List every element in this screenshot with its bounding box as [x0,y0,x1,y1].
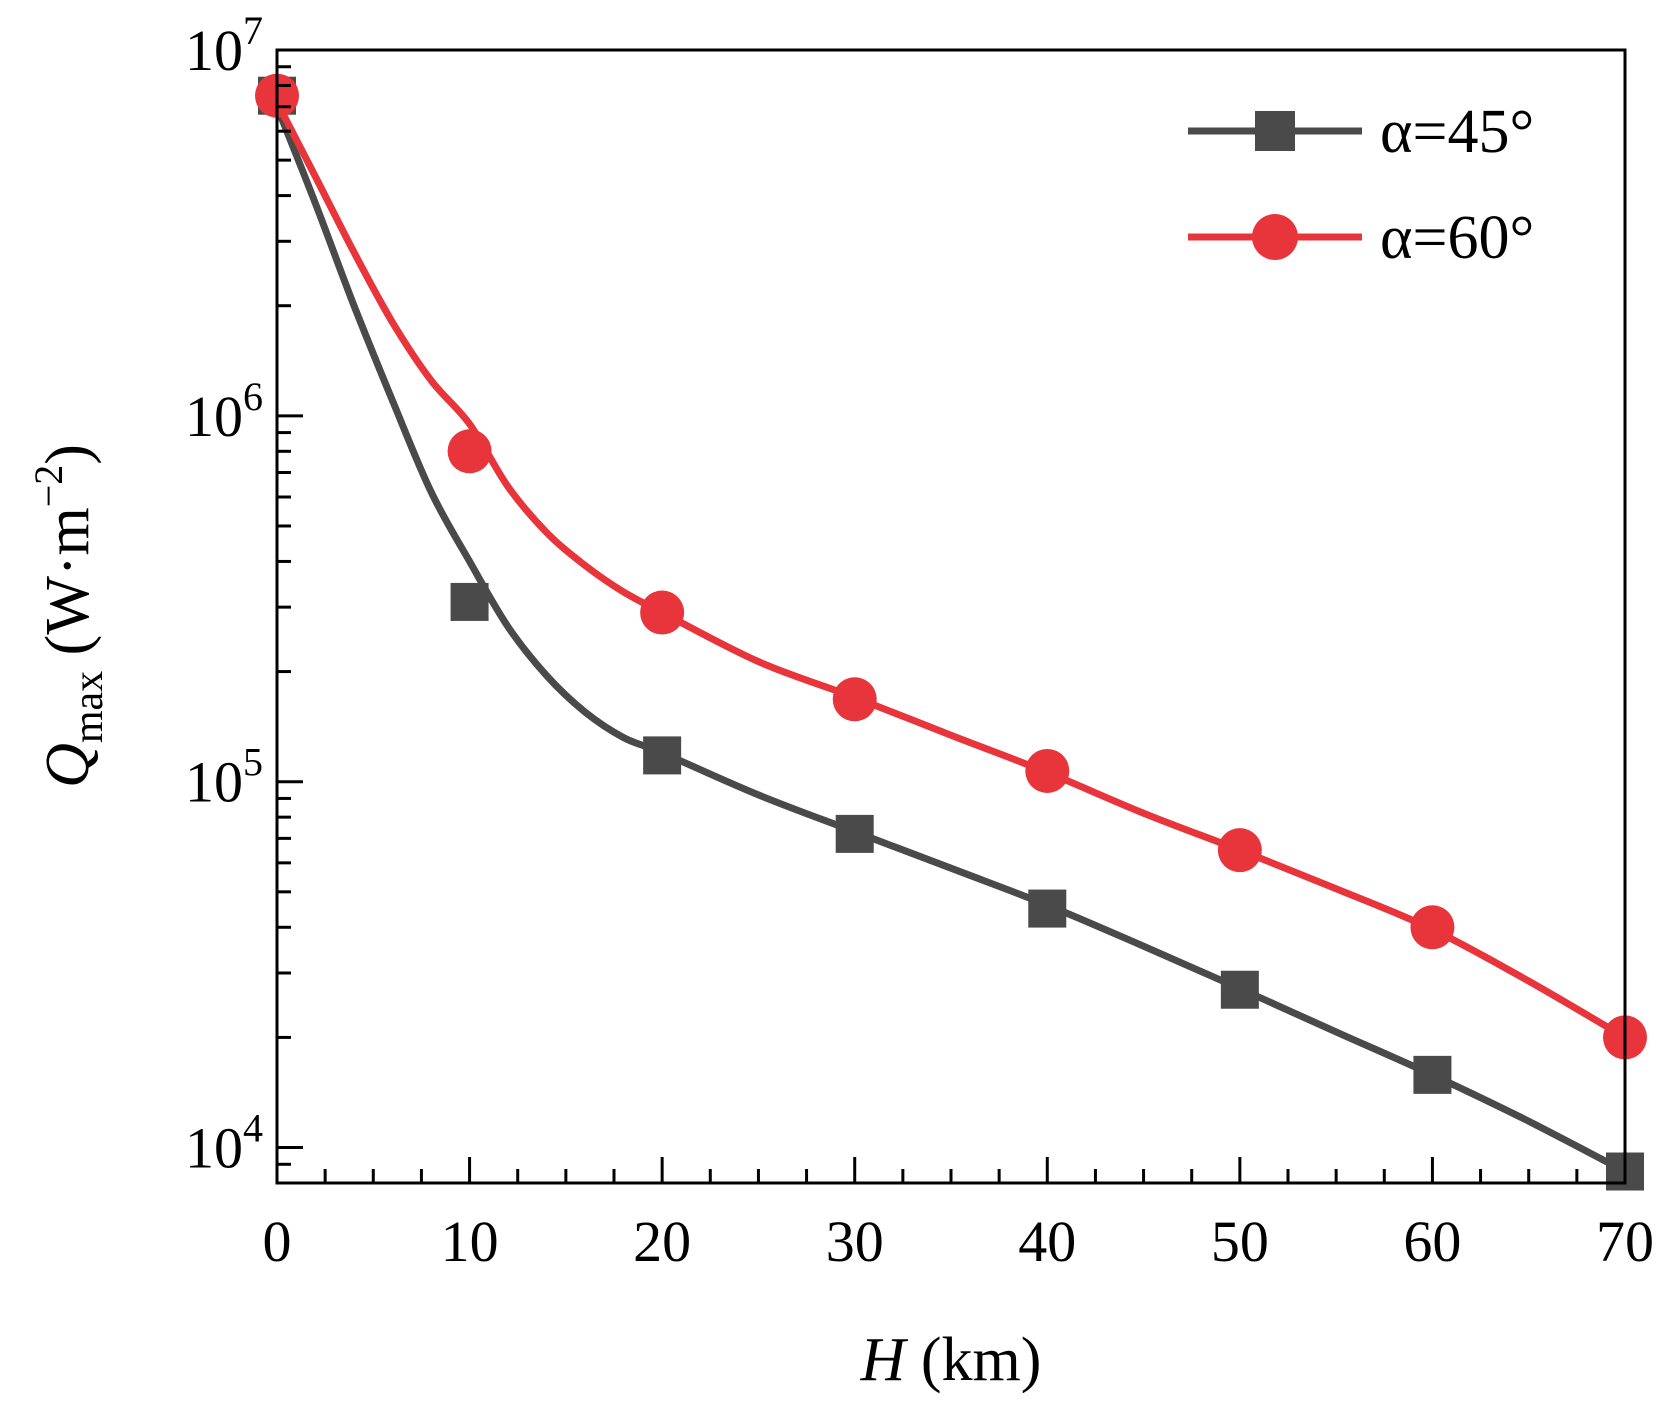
y-axis-title: Qmax (W·m−2) [26,444,112,788]
x-tick-label: 10 [441,1209,499,1274]
y-axis-title-var: Q [34,743,102,788]
x-tick-label: 70 [1596,1209,1654,1274]
y-tick-exp: 7 [243,8,263,53]
x-axis-title-unit: (km) [905,1326,1041,1394]
data-point-alpha45 [1413,1055,1452,1094]
y-axis-title-sub: max [66,671,112,743]
legend: α=45° α=60° [1188,98,1534,272]
data-point-alpha45 [1028,889,1067,928]
series-line-alpha45 [273,103,1629,1175]
data-point-alpha60 [1410,905,1455,950]
data-point-alpha45 [835,814,874,853]
y-tick-label: 104 [185,1106,263,1181]
y-tick-exp: 6 [243,374,263,419]
y-axis-title-sup: −2 [26,465,71,508]
x-tick-label: 50 [1211,1209,1269,1274]
x-axis-title-var: H [860,1326,909,1394]
x-axis-title: H (km) [860,1326,1042,1394]
x-tick-label: 60 [1403,1209,1461,1274]
y-tick-exp: 5 [243,740,263,785]
x-tick-label: 0 [263,1209,292,1274]
y-tick-base: 10 [185,384,243,449]
data-point-alpha45 [1220,970,1259,1009]
x-tick-label: 30 [826,1209,884,1274]
x-tick-label: 40 [1018,1209,1076,1274]
y-tick-base: 10 [185,18,243,83]
x-axis: 0 10 20 30 40 50 60 70 [263,1157,1654,1274]
y-tick-base: 10 [185,1116,243,1181]
data-point-alpha45 [643,736,682,775]
data-point-alpha60 [832,677,877,722]
y-axis-title-close: ) [34,444,102,465]
data-point-alpha60 [447,429,492,474]
data-point-alpha60 [640,590,685,635]
legend-label-alpha60: α=60° [1380,204,1534,272]
legend-label-alpha45: α=45° [1380,98,1534,166]
data-point-alpha60 [1025,748,1070,793]
series-line-alpha60 [273,98,1629,1041]
data-point-alpha45 [450,582,489,621]
legend-marker-square [1255,111,1295,151]
y-tick-exp: 4 [243,1106,263,1151]
y-tick-label: 107 [185,8,263,83]
legend-marker-circle [1252,214,1298,260]
y-tick-base: 10 [185,750,243,815]
y-axis-title-open: (W·m [34,507,102,671]
y-tick-label: 106 [185,374,263,449]
data-point-alpha60 [1217,828,1262,873]
series-lines [273,98,1629,1175]
y-tick-label: 105 [185,740,263,815]
x-tick-label: 20 [633,1209,691,1274]
